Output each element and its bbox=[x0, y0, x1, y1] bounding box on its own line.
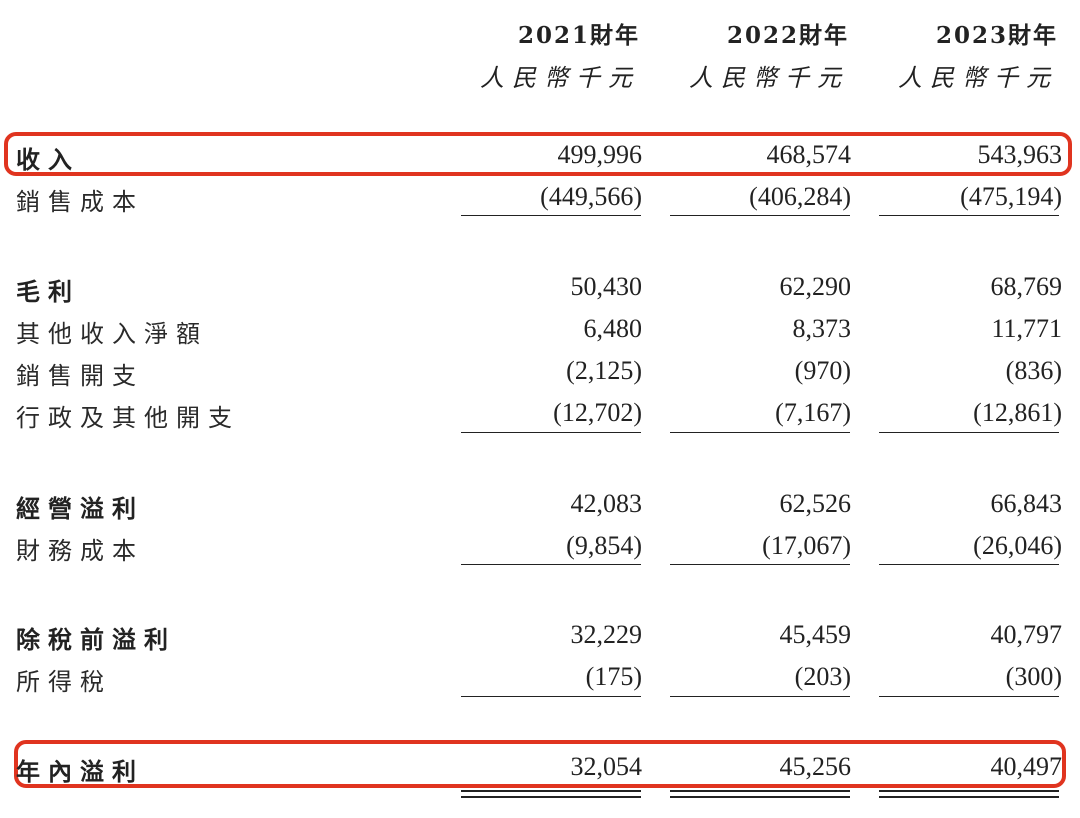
row-selling-expenses: 銷售開支 (2,125) (970) (836) bbox=[0, 356, 1080, 398]
subtotal-rule bbox=[461, 564, 641, 565]
subtotal-rule bbox=[670, 432, 850, 433]
row-income-tax: 所得稅 (175) (203) (300) bbox=[0, 662, 1080, 704]
value-2022: 8,373 bbox=[792, 314, 852, 343]
value-2023: 11,771 bbox=[991, 314, 1062, 343]
row-admin-other-expenses: 行政及其他開支 (12,702) (7,167) (12,861) bbox=[0, 398, 1080, 440]
value-2022: 62,526 bbox=[779, 489, 852, 518]
value-2022: 45,256 bbox=[779, 752, 852, 781]
row-revenue: 收入 499,996 468,574 543,963 bbox=[0, 140, 1080, 182]
value-2022: (7,167) bbox=[775, 398, 851, 427]
value-2022: (406,284) bbox=[749, 182, 851, 211]
subtotal-rule bbox=[879, 432, 1059, 433]
subtotal-rule bbox=[879, 215, 1059, 216]
value-2021: 32,229 bbox=[570, 620, 643, 649]
row-label: 銷售開支 bbox=[16, 362, 144, 390]
col-header-unit-2021: 人民幣千元 bbox=[480, 64, 640, 92]
row-profit-before-tax: 除稅前溢利 32,229 45,459 40,797 bbox=[0, 620, 1080, 662]
value-2021: (175) bbox=[585, 662, 642, 691]
row-gross-profit: 毛利 50,430 62,290 68,769 bbox=[0, 272, 1080, 314]
value-2022: (203) bbox=[794, 662, 851, 691]
value-2021: 6,480 bbox=[583, 314, 643, 343]
value-2021: (12,702) bbox=[553, 398, 642, 427]
row-other-income-net: 其他收入淨額 6,480 8,373 11,771 bbox=[0, 314, 1080, 356]
row-label: 除稅前溢利 bbox=[16, 626, 176, 654]
subtotal-rule bbox=[670, 564, 850, 565]
subtotal-rule bbox=[670, 215, 850, 216]
subtotal-rule bbox=[461, 696, 641, 697]
col-header-unit-2022: 人民幣千元 bbox=[689, 64, 849, 92]
subtotal-rule bbox=[670, 696, 850, 697]
row-label: 經營溢利 bbox=[16, 495, 144, 523]
row-label: 所得稅 bbox=[16, 668, 112, 696]
value-2023: 40,497 bbox=[990, 752, 1063, 781]
value-2021: 499,996 bbox=[557, 140, 643, 169]
value-2022: 468,574 bbox=[766, 140, 852, 169]
value-2021: 42,083 bbox=[570, 489, 643, 518]
col-header-unit-2023: 人民幣千元 bbox=[898, 64, 1058, 92]
subtotal-rule bbox=[461, 215, 641, 216]
highlight-profit-for-year bbox=[14, 740, 1066, 788]
subtotal-rule bbox=[879, 564, 1059, 565]
subtotal-rule bbox=[879, 696, 1059, 697]
row-label: 毛利 bbox=[16, 278, 80, 306]
row-label: 年內溢利 bbox=[16, 758, 144, 786]
value-2021: (449,566) bbox=[540, 182, 642, 211]
row-label: 收入 bbox=[16, 146, 80, 174]
value-2021: 32,054 bbox=[570, 752, 643, 781]
value-2022: (970) bbox=[794, 356, 851, 385]
value-2023: (836) bbox=[1005, 356, 1062, 385]
value-2021: 50,430 bbox=[570, 272, 643, 301]
value-2022: (17,067) bbox=[762, 531, 851, 560]
value-2023: 68,769 bbox=[990, 272, 1063, 301]
total-double-rule bbox=[879, 790, 1059, 798]
value-2021: (9,854) bbox=[566, 531, 642, 560]
row-label: 銷售成本 bbox=[16, 188, 144, 216]
value-2022: 62,290 bbox=[779, 272, 852, 301]
value-2021: (2,125) bbox=[566, 356, 642, 385]
row-label: 行政及其他開支 bbox=[16, 404, 240, 432]
row-operating-profit: 經營溢利 42,083 62,526 66,843 bbox=[0, 489, 1080, 531]
value-2023: 543,963 bbox=[977, 140, 1063, 169]
row-finance-costs: 財務成本 (9,854) (17,067) (26,046) bbox=[0, 531, 1080, 573]
value-2023: (26,046) bbox=[973, 531, 1062, 560]
col-header-year-2023: 2023財年 bbox=[935, 22, 1058, 49]
subtotal-rule bbox=[461, 432, 641, 433]
value-2022: 45,459 bbox=[779, 620, 852, 649]
row-label: 財務成本 bbox=[16, 537, 144, 565]
value-2023: 40,797 bbox=[990, 620, 1063, 649]
value-2023: (300) bbox=[1005, 662, 1062, 691]
row-profit-for-year: 年內溢利 32,054 45,256 40,497 bbox=[0, 752, 1080, 794]
value-2023: 66,843 bbox=[990, 489, 1063, 518]
total-double-rule bbox=[461, 790, 641, 798]
col-header-year-2021: 2021財年 bbox=[517, 22, 640, 49]
value-2023: (475,194) bbox=[960, 182, 1062, 211]
total-double-rule bbox=[670, 790, 850, 798]
value-2023: (12,861) bbox=[973, 398, 1062, 427]
highlight-revenue bbox=[4, 132, 1072, 176]
col-header-year-2022: 2022財年 bbox=[726, 22, 849, 49]
row-label: 其他收入淨額 bbox=[16, 320, 208, 348]
row-cost-of-sales: 銷售成本 (449,566) (406,284) (475,194) bbox=[0, 182, 1080, 224]
